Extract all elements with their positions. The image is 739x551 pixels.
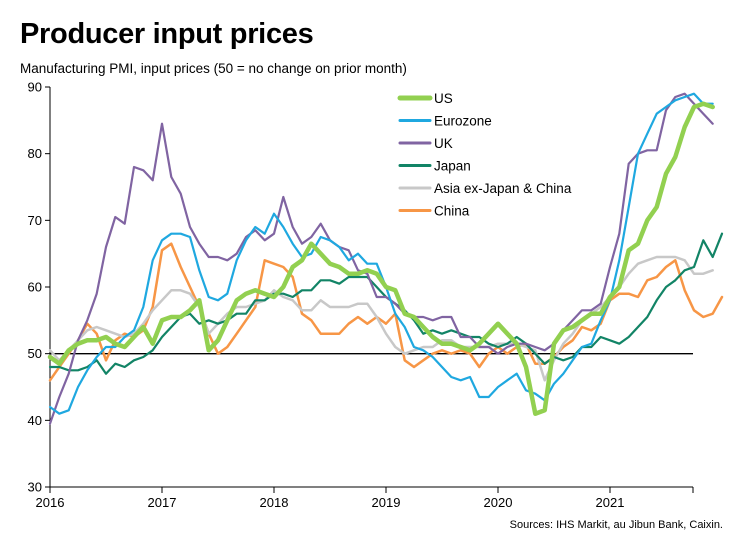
x-tick-label: 2018 <box>260 495 289 510</box>
legend: US Eurozone UK Japan Asia ex-Japan & China Ch… <box>397 91 572 219</box>
series-line-us <box>47 101 715 416</box>
y-tick-label: 80 <box>28 146 42 161</box>
series-lines <box>47 92 724 425</box>
y-tick-label: 40 <box>28 413 42 428</box>
legend-label-china: China <box>434 204 470 219</box>
y-tick-label: 50 <box>28 346 42 361</box>
axes: 30 40 50 60 70 80 90 2016 2017 2018 2019 2020 2021 <box>28 80 694 510</box>
series-line-eurozone <box>48 92 714 415</box>
legend-label-uk: UK <box>434 136 453 151</box>
x-tick-label: 2016 <box>36 495 65 510</box>
x-tick-label: 2017 <box>148 495 177 510</box>
y-tick-label: 90 <box>28 80 42 95</box>
legend-label-us: US <box>434 91 453 106</box>
chart-subtitle: Manufacturing PMI, input prices (50 = no… <box>20 61 407 76</box>
y-tick-label: 70 <box>28 213 42 228</box>
chart-title: Producer input prices <box>20 18 314 50</box>
series-line-asia-ex-japan-china <box>48 255 714 382</box>
x-tick-label: 2020 <box>484 495 513 510</box>
legend-label-asia-ex-japan-china: Asia ex-Japan & China <box>434 181 572 196</box>
legend-label-eurozone: Eurozone <box>434 114 492 129</box>
legend-label-japan: Japan <box>434 159 471 174</box>
y-tick-label: 60 <box>28 280 42 295</box>
x-tick-label: 2021 <box>596 495 625 510</box>
series-line-uk <box>48 92 714 425</box>
y-tick-label: 30 <box>28 480 42 495</box>
x-tick-label: 2019 <box>372 495 401 510</box>
source-note: Sources: IHS Markit, au Jibun Bank, Caix… <box>509 519 723 531</box>
